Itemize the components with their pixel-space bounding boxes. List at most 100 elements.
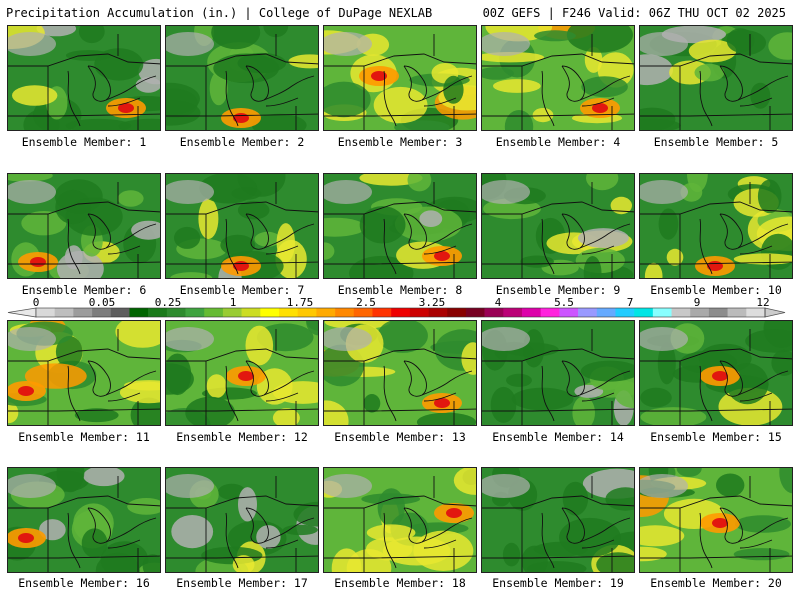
colorbar-swatch: [596, 308, 616, 317]
colorbar-tick-label: 0.05: [89, 296, 116, 309]
precip-region: [506, 373, 532, 387]
map-borders: [166, 34, 318, 130]
member-label: Ensemble Member: 6: [21, 283, 147, 297]
colorbar-swatch: [540, 308, 560, 317]
precip-region: [377, 488, 405, 527]
precip-region: [166, 327, 214, 351]
precip-region: [238, 487, 257, 522]
precip-region: [377, 321, 428, 353]
precip-region: [658, 208, 679, 240]
colorbar-swatch: [353, 308, 373, 317]
colorbar-swatch: [671, 308, 691, 317]
precip-region: [583, 256, 602, 278]
precip-region: [562, 481, 589, 516]
colorbar-swatch: [110, 308, 130, 317]
member-map-panel: [323, 320, 477, 426]
precip-region: [213, 53, 280, 84]
precip-region: [482, 327, 530, 351]
precip-region: [174, 226, 201, 249]
member-map-panel: [7, 25, 161, 131]
colorbar-swatch: [166, 308, 186, 317]
precip-region: [640, 525, 685, 547]
precip-region: [166, 474, 214, 498]
precip-region: [251, 113, 307, 130]
colorbar-swatch: [185, 308, 205, 317]
member-map-panel: [323, 25, 477, 131]
colorbar-tick-label: 12: [756, 296, 769, 309]
member-map-panel: [481, 25, 635, 131]
precip-region: [453, 468, 476, 495]
member-map-panel: [165, 25, 319, 131]
precip-region: [534, 30, 576, 42]
precip-region: [306, 321, 318, 336]
precip-region: [233, 261, 249, 271]
colorbar-swatch: [727, 308, 747, 317]
member-label: Ensemble Member: 5: [653, 135, 779, 149]
map-borders: [8, 476, 160, 572]
precip-region: [733, 548, 790, 561]
member-map-panel: [639, 467, 793, 573]
precip-region: [640, 32, 688, 56]
precip-region: [511, 387, 574, 411]
precip-region: [443, 75, 464, 104]
colorbar-swatch: [559, 308, 579, 317]
member-label: Ensemble Member: 17: [176, 576, 308, 590]
colorbar-swatch: [746, 308, 766, 317]
precip-region: [640, 180, 688, 204]
precip-region: [502, 542, 521, 567]
map-borders: [166, 476, 318, 572]
precip-region: [117, 190, 144, 207]
colorbar-tick-label: 5.5: [554, 296, 574, 309]
colorbar-swatch: [428, 308, 448, 317]
member-label: Ensemble Member: 18: [334, 576, 466, 590]
colorbar-min-arrow: [7, 307, 37, 318]
precip-region: [324, 400, 349, 425]
precip-region: [592, 103, 608, 113]
member-map-panel: [165, 320, 319, 426]
precip-region: [288, 54, 318, 69]
colorbar-tick-label: 0.25: [155, 296, 182, 309]
precip-region: [30, 257, 46, 267]
member-map-panel: [7, 173, 161, 279]
precip-region: [81, 528, 108, 558]
member-map-panel: [639, 25, 793, 131]
member-map-panel: [639, 173, 793, 279]
precip-region: [331, 548, 362, 572]
precip-region: [83, 468, 125, 487]
member-map-panel: [7, 320, 161, 426]
precip-region: [532, 108, 554, 123]
precip-region: [233, 113, 249, 123]
colorbar-swatch: [316, 308, 336, 317]
precip-region: [166, 100, 201, 126]
member-label: Ensemble Member: 11: [18, 430, 150, 444]
colorbar-swatch: [73, 308, 93, 317]
precip-region: [237, 200, 270, 220]
precip-region: [434, 251, 450, 261]
colorbar-swatch: [54, 308, 74, 317]
precip-region: [272, 408, 300, 425]
precip-region: [434, 398, 450, 408]
precip-region: [382, 536, 451, 566]
precip-region: [115, 321, 160, 348]
precip-region: [55, 189, 92, 225]
precip-region: [694, 63, 725, 82]
colorbar-swatch: [409, 308, 429, 317]
colorbar: 0 0.05 0.25 1 1.75 2.5 3.25 4 5.5 7 9 12: [7, 296, 786, 318]
precip-region: [166, 363, 194, 395]
colorbar-swatch: [652, 308, 672, 317]
precip-region: [482, 32, 530, 56]
precip-region: [419, 210, 443, 227]
precip-region: [8, 327, 56, 351]
precip-region: [55, 336, 83, 368]
precip-region: [596, 552, 634, 572]
precip-region: [119, 381, 160, 404]
map-borders: [166, 329, 318, 425]
member-map-panel: [481, 320, 635, 426]
map-borders: [8, 182, 160, 278]
precip-region: [726, 28, 755, 53]
precip-region: [8, 402, 19, 424]
precip-region: [39, 519, 66, 541]
precip-region: [8, 474, 56, 498]
map-borders: [640, 476, 792, 572]
precip-region: [745, 329, 792, 353]
